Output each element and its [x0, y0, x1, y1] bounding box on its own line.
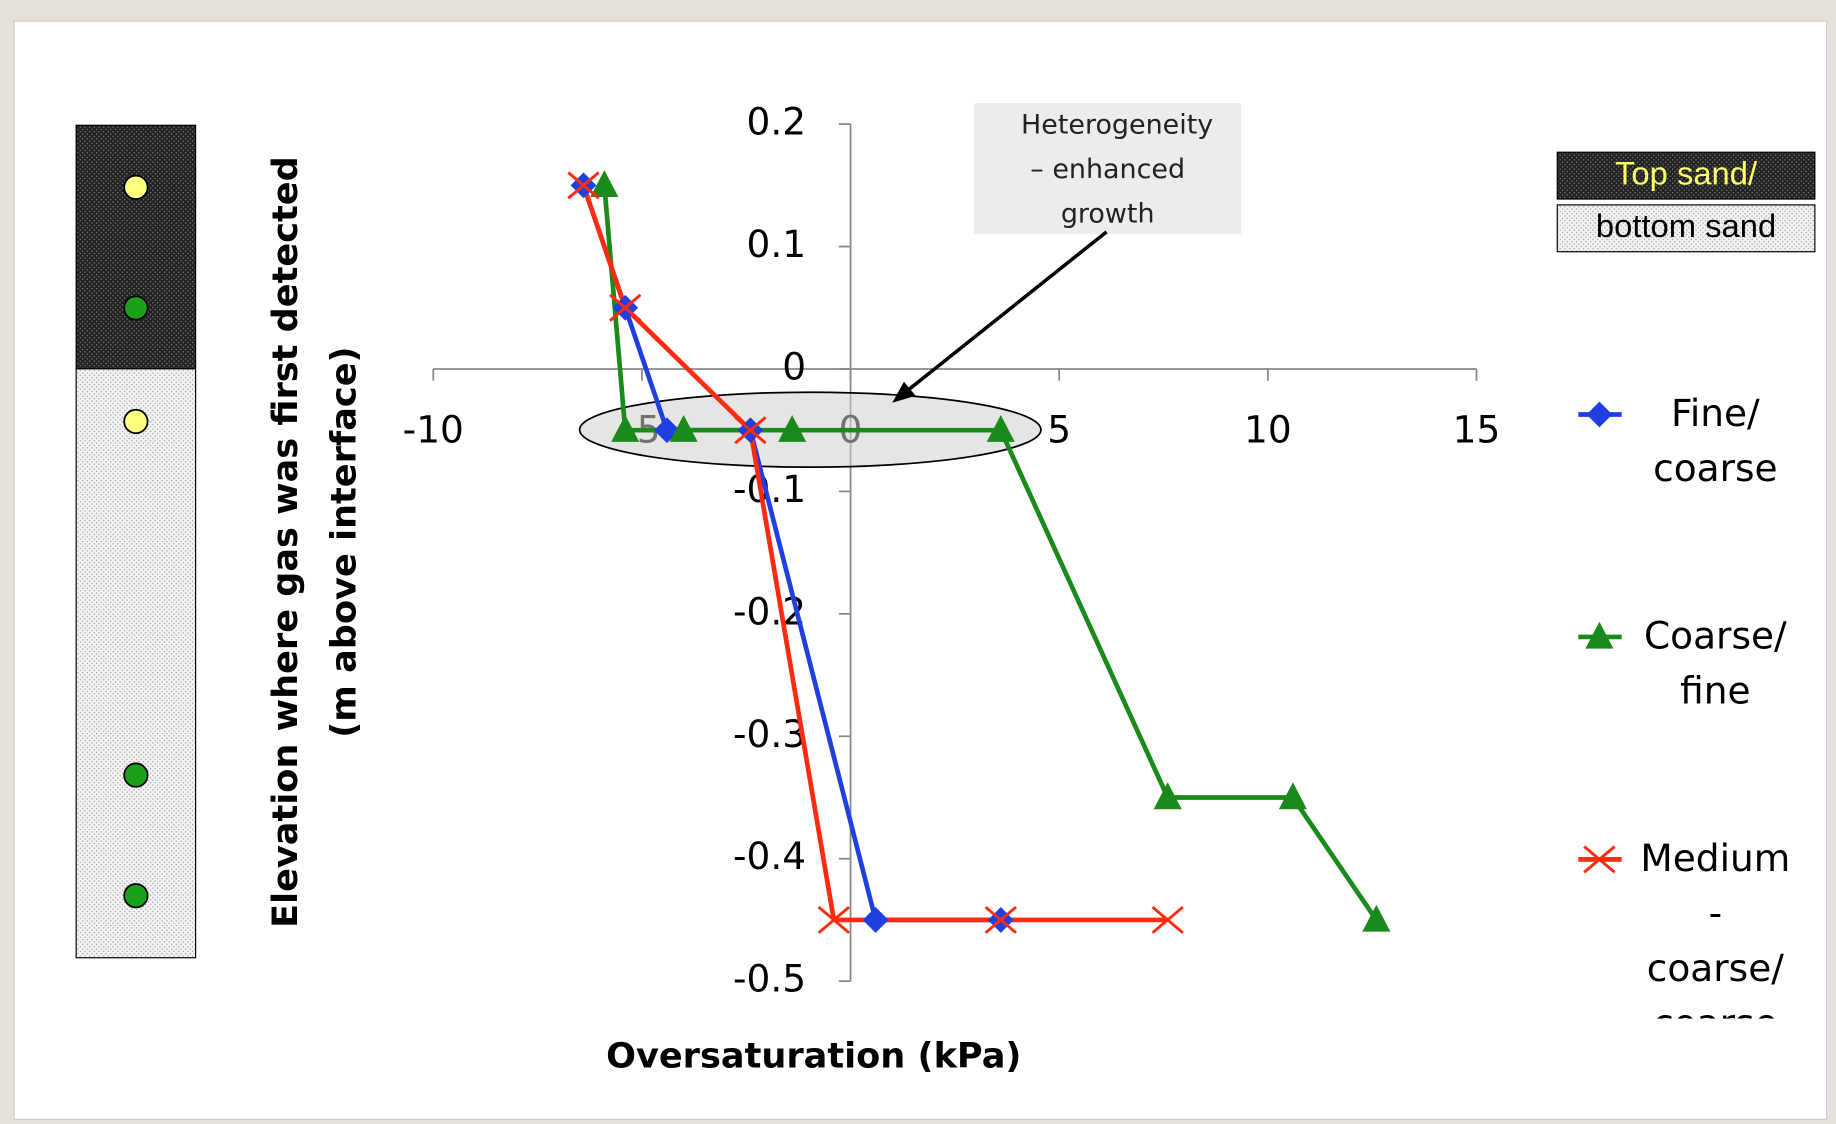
- annotation-holder: Heterogeneity – enhanced growth: [974, 103, 1241, 234]
- top-sand-label: Top sand/: [1615, 154, 1758, 191]
- x-axis-title: Oversaturation (kPa): [606, 1035, 1021, 1076]
- bottom-sand-label: bottom sand: [1596, 207, 1776, 244]
- sensor: [124, 884, 147, 907]
- page: {"chart_data": { "type": "line", "xlabel…: [0, 0, 1836, 1124]
- legend-entry: Fine/ coarse: [1653, 386, 1777, 496]
- y-tick-label: 0: [782, 344, 806, 388]
- legend-entry: Medium -coarse/ coarse: [1640, 831, 1790, 1018]
- y-tick-label: -0.3: [733, 712, 806, 756]
- legend-entry-holder: Coarse/ fine: [1616, 609, 1815, 796]
- legend-entry-holder: Fine/ coarse: [1616, 386, 1815, 573]
- x-tick-label: -10: [403, 408, 464, 452]
- y-axis-title: Elevation where gas was first detected: [265, 156, 306, 928]
- x-tick-label: 10: [1244, 408, 1292, 452]
- sensor: [124, 763, 147, 786]
- sensor: [124, 296, 147, 319]
- y-tick-label: 0.2: [746, 100, 806, 144]
- bottom-sand-column: [76, 369, 195, 958]
- legend-entry-holder: Medium -coarse/ coarse: [1616, 831, 1815, 1018]
- annotation: Heterogeneity – enhanced growth: [974, 103, 1241, 234]
- legend-entry: Coarse/ fine: [1644, 609, 1787, 719]
- y-axis-title: (m above interface): [323, 346, 364, 737]
- top-sand-column: [76, 125, 195, 369]
- y-tick-label: 0.1: [746, 222, 806, 266]
- sensor: [124, 410, 147, 433]
- chart: Top sand/ bottom sand Oversaturation (kP…: [0, 0, 1836, 1124]
- x-tick-label: 5: [1047, 408, 1071, 452]
- y-tick-label: -0.5: [733, 957, 806, 1001]
- y-tick-label: -0.4: [733, 834, 806, 878]
- sensor: [124, 176, 147, 199]
- x-tick-label: 15: [1453, 408, 1501, 452]
